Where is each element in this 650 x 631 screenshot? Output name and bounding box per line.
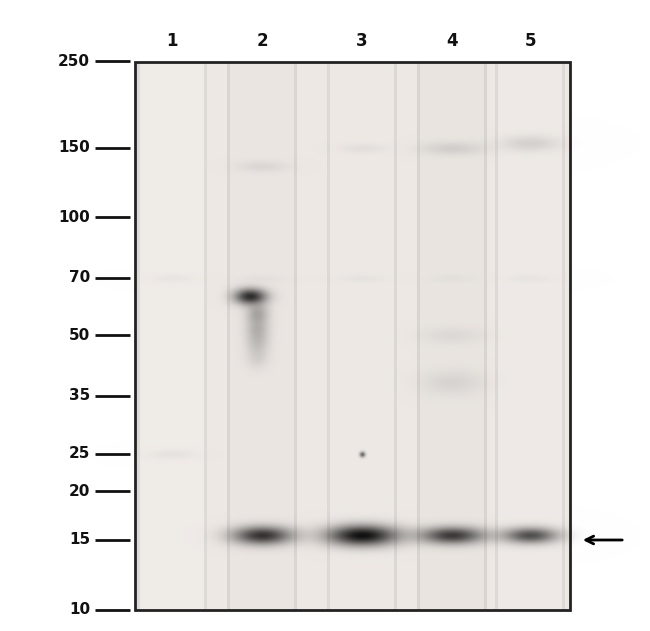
- Text: 150: 150: [58, 141, 90, 155]
- Text: 70: 70: [69, 271, 90, 285]
- Text: 10: 10: [69, 603, 90, 618]
- Text: 25: 25: [69, 447, 90, 461]
- Bar: [135, 62, 570, 610]
- Text: 50: 50: [69, 327, 90, 343]
- Text: 5: 5: [525, 32, 536, 50]
- Text: 100: 100: [58, 209, 90, 225]
- Text: 15: 15: [69, 533, 90, 548]
- Text: 2: 2: [256, 32, 268, 50]
- Text: 250: 250: [58, 54, 90, 69]
- Text: 4: 4: [446, 32, 458, 50]
- Text: 20: 20: [69, 483, 90, 498]
- Text: 35: 35: [69, 389, 90, 403]
- Text: 1: 1: [166, 32, 177, 50]
- Text: 3: 3: [356, 32, 368, 50]
